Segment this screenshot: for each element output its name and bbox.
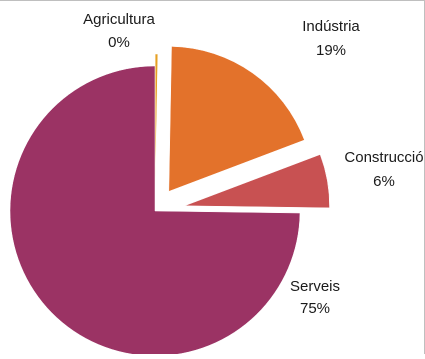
category-label-construccio: Construcció [344, 149, 423, 166]
pie-slice-agricultura [154, 53, 159, 200]
category-label-serveis: Serveis [290, 278, 340, 295]
percent-label-industria: 19% [316, 42, 346, 59]
percent-label-serveis: 75% [300, 300, 330, 317]
frame-top-border [0, 0, 425, 1]
pie-slice-industria [168, 46, 305, 192]
pie-slice-serveis [9, 65, 301, 357]
pie-slice-construccio [184, 154, 330, 209]
percent-label-construccio: 6% [373, 173, 395, 190]
category-label-industria: Indústria [302, 18, 360, 35]
percent-label-agricultura: 0% [108, 34, 130, 51]
category-label-agricultura: Agricultura [83, 11, 155, 28]
